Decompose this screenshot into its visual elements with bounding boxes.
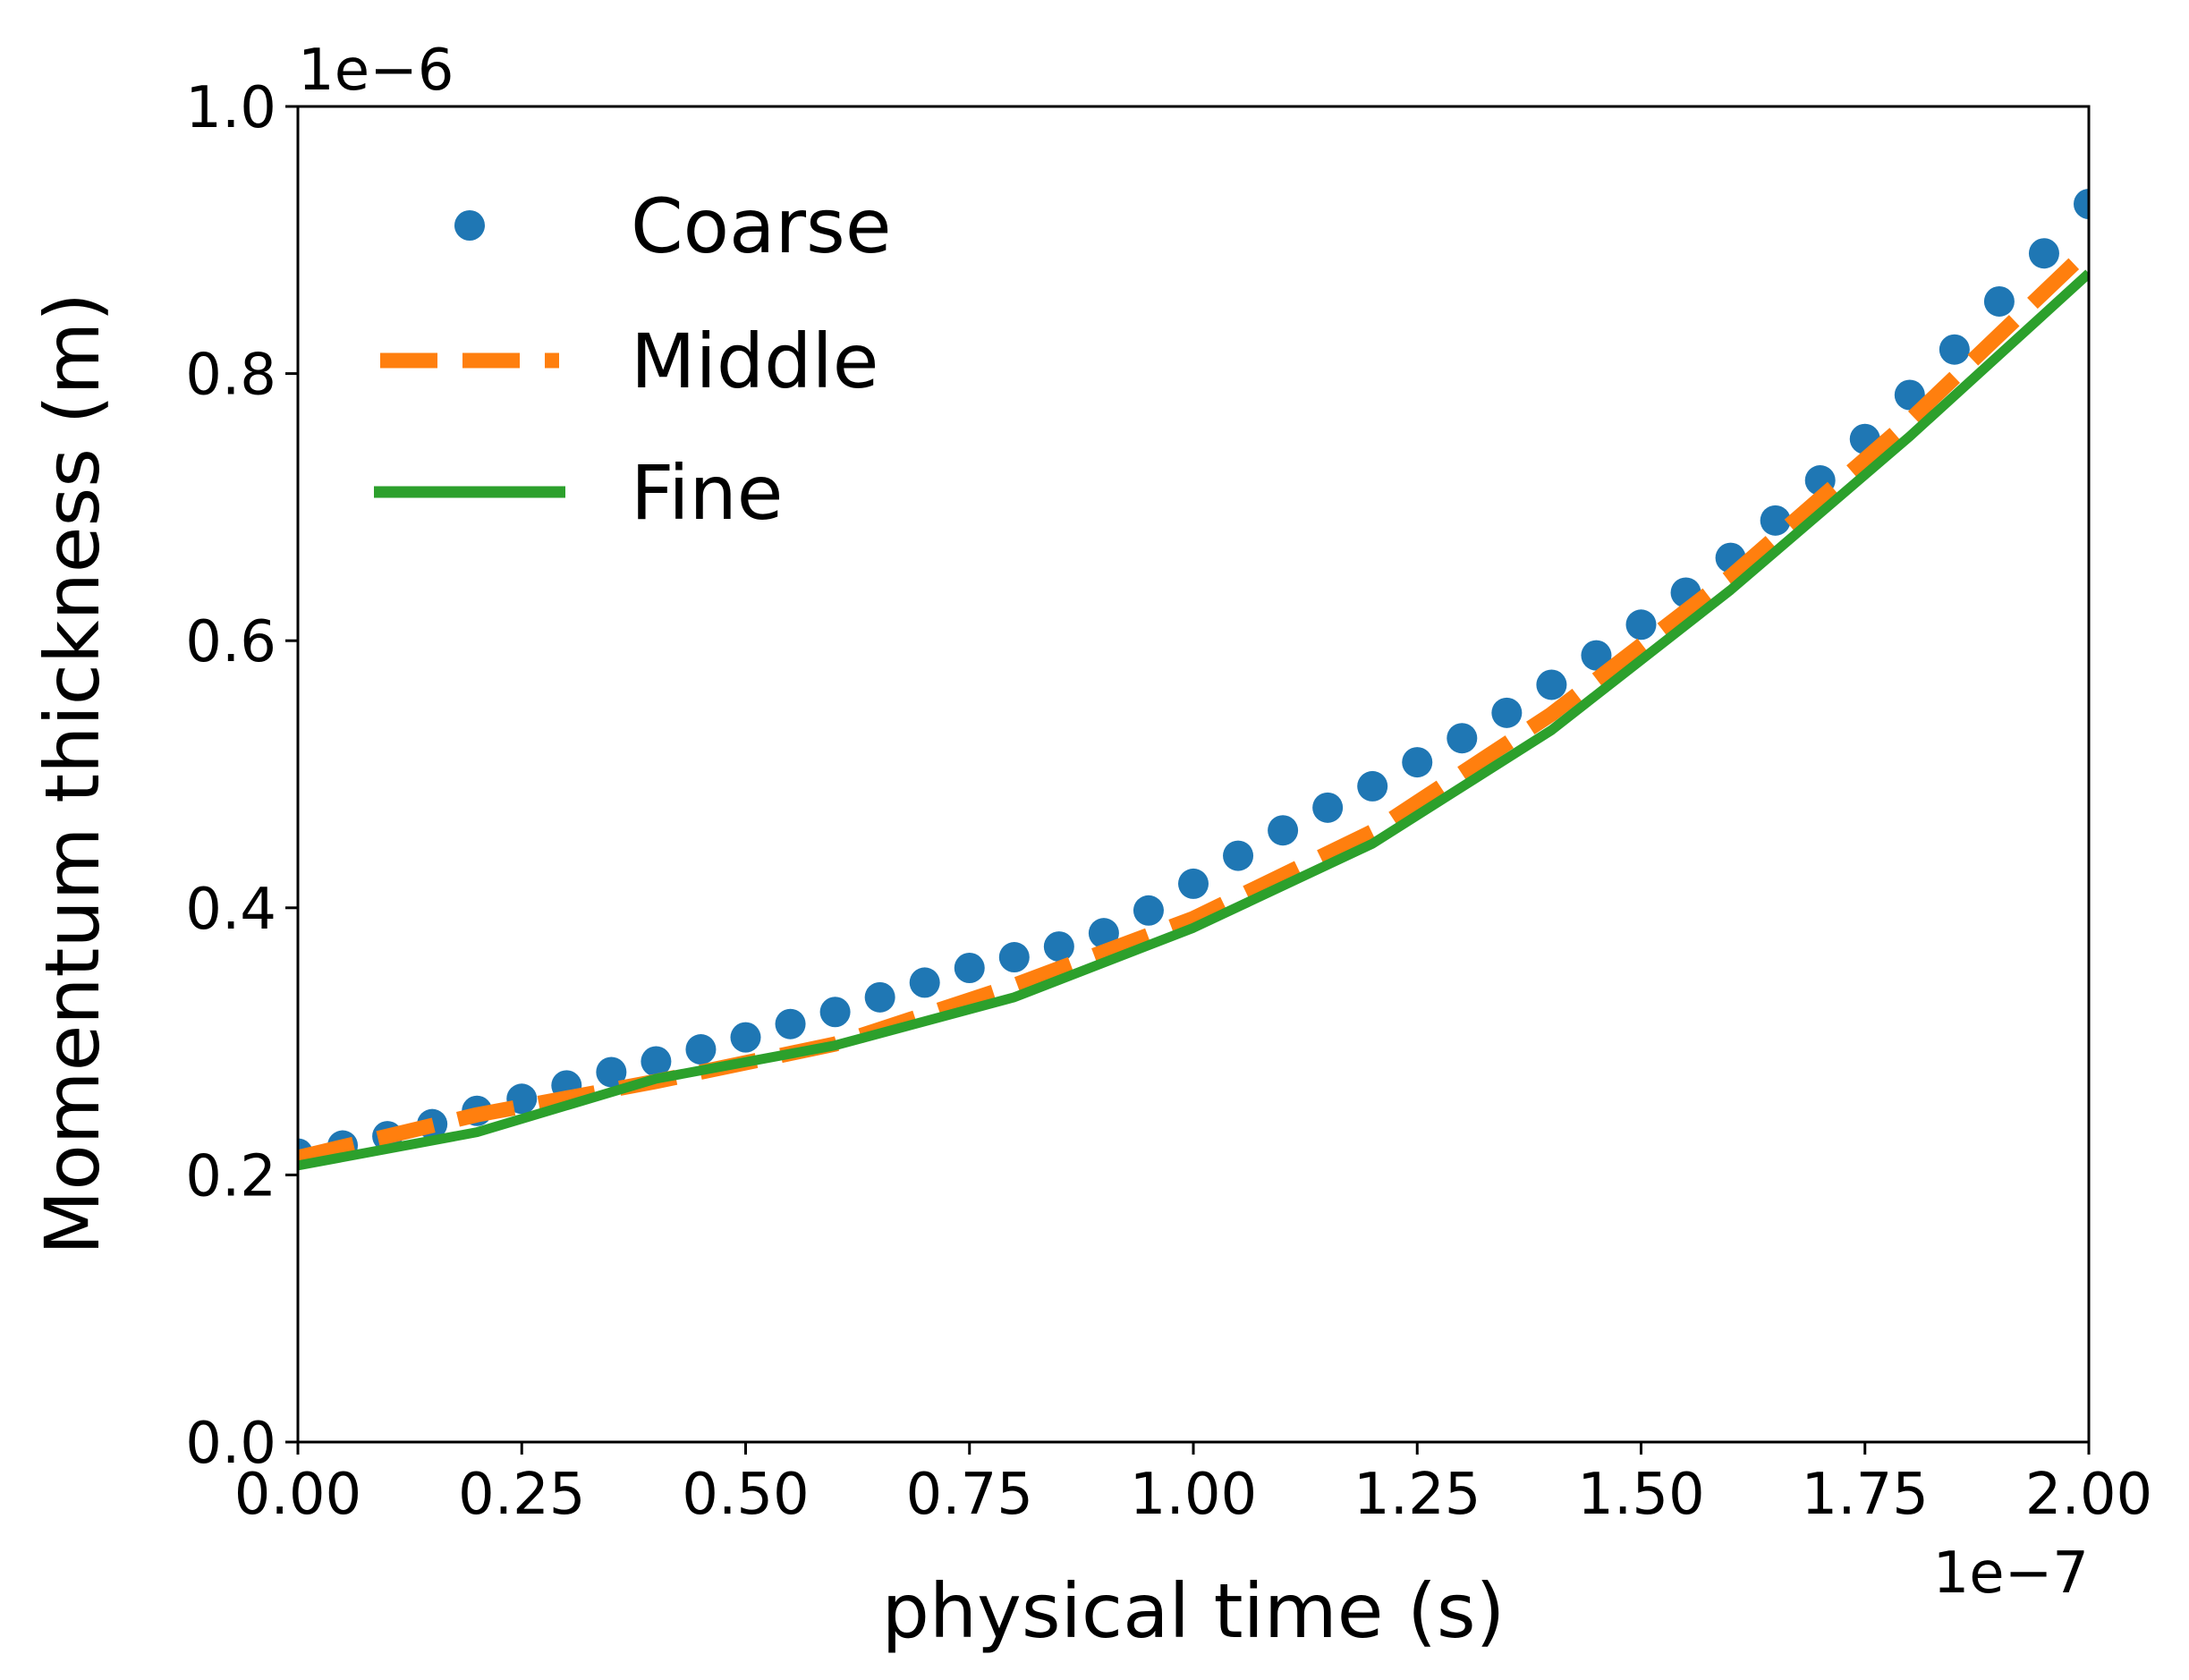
- legend-swatch-coarse: [454, 210, 485, 241]
- data-point-coarse: [1625, 609, 1657, 641]
- legend-label-fine: Fine: [631, 449, 783, 537]
- x-tick-label: 1.50: [1577, 1462, 1705, 1528]
- data-point-coarse: [1894, 379, 1925, 411]
- legend-item-coarse: Coarse: [454, 182, 892, 270]
- legend-label-middle: Middle: [631, 318, 878, 405]
- data-point-coarse: [1223, 840, 1254, 871]
- data-point-coarse: [775, 1008, 806, 1039]
- data-point-coarse: [1088, 918, 1119, 949]
- data-point-coarse: [1760, 505, 1791, 536]
- data-point-coarse: [2074, 188, 2089, 219]
- y-tick-label: 0.6: [185, 609, 276, 675]
- data-point-coarse: [954, 952, 985, 983]
- data-point-coarse: [1043, 931, 1074, 963]
- x-tick-label: 1.25: [1353, 1462, 1481, 1528]
- legend-item-fine: Fine: [374, 449, 783, 537]
- x-axis-ticks: 0.00 0.25 0.50 0.75 1.00 1.25 1.50 1.75 2.00: [234, 1442, 2153, 1528]
- x-tick-label: 2.00: [2025, 1462, 2153, 1528]
- x-tick-label: 1.00: [1130, 1462, 1258, 1528]
- data-point-coarse: [1312, 792, 1344, 823]
- data-point-coarse: [909, 967, 940, 998]
- series-line-fine: [298, 269, 2089, 1171]
- y-tick-label: 0.0: [185, 1411, 276, 1477]
- y-tick-label: 1.0: [185, 75, 276, 141]
- x-tick-label: 0.75: [906, 1462, 1034, 1528]
- x-tick-label: 0.50: [682, 1462, 810, 1528]
- data-point-coarse: [596, 1056, 627, 1088]
- data-point-coarse: [1133, 895, 1164, 926]
- data-point-coarse: [506, 1083, 538, 1115]
- data-point-coarse: [2028, 238, 2059, 269]
- data-point-coarse: [1447, 723, 1478, 754]
- data-point-coarse: [685, 1034, 717, 1065]
- data-point-coarse: [864, 981, 895, 1013]
- x-tick-label: 0.00: [234, 1462, 362, 1528]
- data-point-coarse: [1983, 285, 2015, 317]
- data-point-coarse: [1268, 815, 1299, 846]
- y-tick-label: 0.2: [185, 1143, 276, 1209]
- data-point-coarse: [1357, 770, 1388, 802]
- data-point-coarse: [1536, 669, 1567, 700]
- x-tick-label: 1.75: [1802, 1462, 1930, 1528]
- y-offset-label: 1e−6: [298, 38, 454, 104]
- y-axis-ticks: 0.0 0.2 0.4 0.6 0.8 1.0: [185, 75, 298, 1477]
- data-point-coarse: [1581, 640, 1612, 671]
- x-axis-label: physical time (s): [882, 1567, 1506, 1655]
- y-axis-label: Momentum thickness (m): [29, 293, 116, 1255]
- x-offset-label: 1e−7: [1933, 1540, 2089, 1607]
- x-tick-label: 0.25: [458, 1462, 586, 1528]
- legend: Coarse Middle Fine: [374, 182, 892, 537]
- legend-item-middle: Middle: [380, 318, 878, 405]
- series-layer: [298, 188, 2089, 1171]
- data-point-coarse: [1402, 747, 1433, 778]
- data-point-coarse: [1178, 868, 1209, 899]
- data-point-coarse: [819, 997, 851, 1028]
- data-point-coarse: [641, 1046, 672, 1077]
- data-point-coarse: [730, 1022, 761, 1053]
- y-tick-label: 0.8: [185, 343, 276, 409]
- data-point-coarse: [998, 942, 1030, 973]
- y-tick-label: 0.4: [185, 877, 276, 943]
- series-line-middle: [298, 243, 2089, 1166]
- data-point-coarse: [1939, 334, 1970, 365]
- data-point-coarse: [1491, 697, 1523, 728]
- legend-label-coarse: Coarse: [631, 182, 892, 270]
